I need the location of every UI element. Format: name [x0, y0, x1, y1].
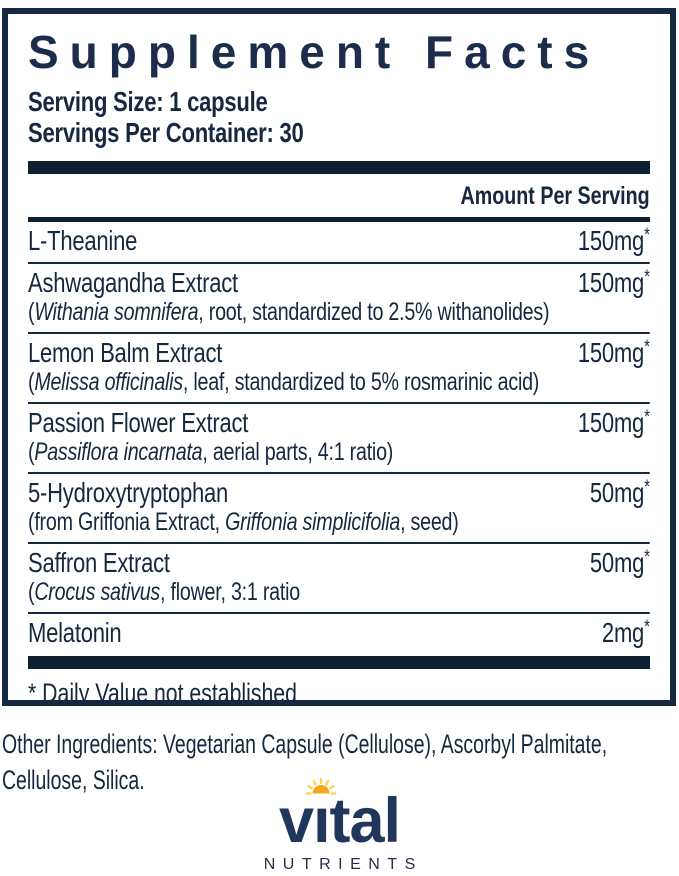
detail-rest: , flower, 3:1 ratio	[160, 578, 300, 606]
ingredient-detail: (Melissa officinalis, leaf, standardized…	[28, 369, 650, 396]
ingredient-detail: (Crocus sativus, flower, 3:1 ratio	[28, 579, 650, 606]
botanical-name: Passiflora incarnata	[34, 438, 203, 466]
detail-prefix: (	[28, 438, 35, 466]
ingredient-amount: 150mg*	[578, 338, 650, 368]
other-ingredients: Other Ingredients: Vegetarian Capsule (C…	[2, 726, 679, 798]
dv-asterisk: *	[644, 617, 650, 639]
ingredient-row-5-htp: 5-Hydroxytryptophan 50mg* (from Griffoni…	[28, 474, 650, 544]
amount-value: 150mg	[577, 267, 645, 298]
panel-title: Supplement Facts	[28, 26, 601, 78]
logo-wordmark: v ıtal	[278, 777, 402, 856]
amount-value: 150mg	[577, 407, 645, 438]
detail-prefix: (	[28, 578, 35, 606]
detail-prefix: (from Griffonia Extract,	[28, 508, 226, 536]
dv-asterisk: *	[644, 477, 650, 499]
ingredient-row-l-theanine: L-Theanine 150mg*	[28, 222, 650, 264]
ingredient-name: Lemon Balm Extract	[28, 337, 223, 368]
other-ingredients-line2: Cellulose, Silica.	[2, 765, 145, 795]
ingredient-row-passion-flower: Passion Flower Extract 150mg* (Passiflor…	[28, 404, 650, 474]
ingredient-amount: 50mg*	[590, 478, 650, 508]
ingredient-name: Ashwagandha Extract	[28, 267, 238, 298]
dv-asterisk: *	[644, 267, 650, 289]
ingredient-name: Melatonin	[28, 617, 122, 648]
detail-rest: , leaf, standardized to 5% rosmarinic ac…	[182, 368, 540, 396]
dv-asterisk: *	[644, 407, 650, 429]
divider-thick-bottom	[28, 656, 650, 669]
amount-value: 150mg	[577, 337, 645, 368]
botanical-name: Melissa officinalis	[34, 368, 183, 396]
botanical-name: Withania somnifera	[34, 298, 199, 326]
logo-letters-tal: tal	[329, 786, 402, 856]
ingredient-amount: 2mg*	[602, 618, 650, 648]
divider-thick-top	[28, 161, 650, 174]
supplement-facts-panel: Supplement Facts Serving Size: 1 capsule…	[2, 8, 676, 706]
dv-asterisk: *	[644, 337, 650, 359]
ingredient-name: 5-Hydroxytryptophan	[28, 477, 229, 508]
divider-medium	[28, 217, 650, 222]
amount-value: 50mg	[589, 477, 645, 508]
dv-asterisk: *	[644, 547, 650, 569]
ingredient-name: L-Theanine	[28, 225, 138, 256]
serving-size-line: Serving Size: 1 capsule	[28, 86, 268, 117]
other-ingredients-line1: Other Ingredients: Vegetarian Capsule (C…	[2, 729, 608, 759]
detail-rest: , seed)	[400, 508, 459, 536]
ingredient-amount: 150mg*	[578, 408, 650, 438]
ingredient-amount: 150mg*	[578, 226, 650, 256]
amount-per-serving-header: Amount Per Serving	[460, 182, 650, 210]
logo-subbrand: NUTRIENTS	[263, 856, 423, 873]
detail-rest: , root, standardized to 2.5% withanolide…	[198, 298, 550, 326]
brand-logo: v ıtal NUTRIENTS	[0, 777, 679, 874]
servings-per-container-line: Servings Per Container: 30	[28, 117, 304, 148]
detail-prefix: (	[28, 298, 35, 326]
detail-rest: , aerial parts, 4:1 ratio)	[202, 438, 394, 466]
ingredient-name: Passion Flower Extract	[28, 407, 249, 438]
ingredient-detail: (Passiflora incarnata, aerial parts, 4:1…	[28, 439, 650, 466]
ingredient-row-melatonin: Melatonin 2mg*	[28, 614, 650, 654]
botanical-name: Crocus sativus	[34, 578, 161, 606]
botanical-name: Griffonia simplicifolia	[225, 508, 401, 536]
amount-value: 50mg	[589, 547, 645, 578]
ingredient-row-saffron: Saffron Extract 50mg* (Crocus sativus, f…	[28, 544, 650, 614]
detail-prefix: (	[28, 368, 35, 396]
ingredient-amount: 50mg*	[590, 548, 650, 578]
ingredient-row-ashwagandha: Ashwagandha Extract 150mg* (Withania som…	[28, 264, 650, 334]
amount-value: 2mg	[601, 617, 645, 648]
ingredient-detail: (from Griffonia Extract, Griffonia simpl…	[28, 509, 650, 536]
logo-letter-i: ı	[305, 777, 337, 854]
dv-asterisk: *	[644, 225, 650, 247]
logo-letter-v: v	[278, 786, 314, 856]
daily-value-footnote: * Daily Value not established	[28, 678, 297, 706]
amount-value: 150mg	[577, 225, 645, 256]
ingredient-amount: 150mg*	[578, 268, 650, 298]
ingredient-detail: (Withania somnifera, root, standardized …	[28, 299, 650, 326]
ingredient-name: Saffron Extract	[28, 547, 170, 578]
ingredient-row-lemon-balm: Lemon Balm Extract 150mg* (Melissa offic…	[28, 334, 650, 404]
